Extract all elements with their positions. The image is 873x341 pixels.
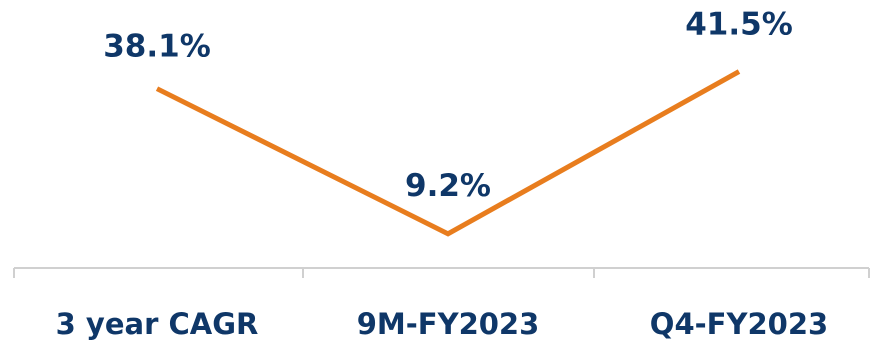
x-tick-label-0: 3 year CAGR <box>56 307 259 341</box>
series-line-group <box>155 69 741 237</box>
series-line <box>155 69 741 237</box>
x-axis <box>13 267 870 278</box>
category-labels: 3 year CAGR 9M-FY2023 Q4-FY2023 <box>56 307 829 341</box>
data-label-0: 38.1% <box>103 29 211 65</box>
data-label-1: 9.2% <box>405 168 491 204</box>
x-tick-label-2: Q4-FY2023 <box>650 307 828 341</box>
data-label-2: 41.5% <box>685 7 793 43</box>
data-labels: 38.1% 9.2% 41.5% <box>103 7 793 204</box>
x-tick-label-1: 9M-FY2023 <box>357 307 540 341</box>
